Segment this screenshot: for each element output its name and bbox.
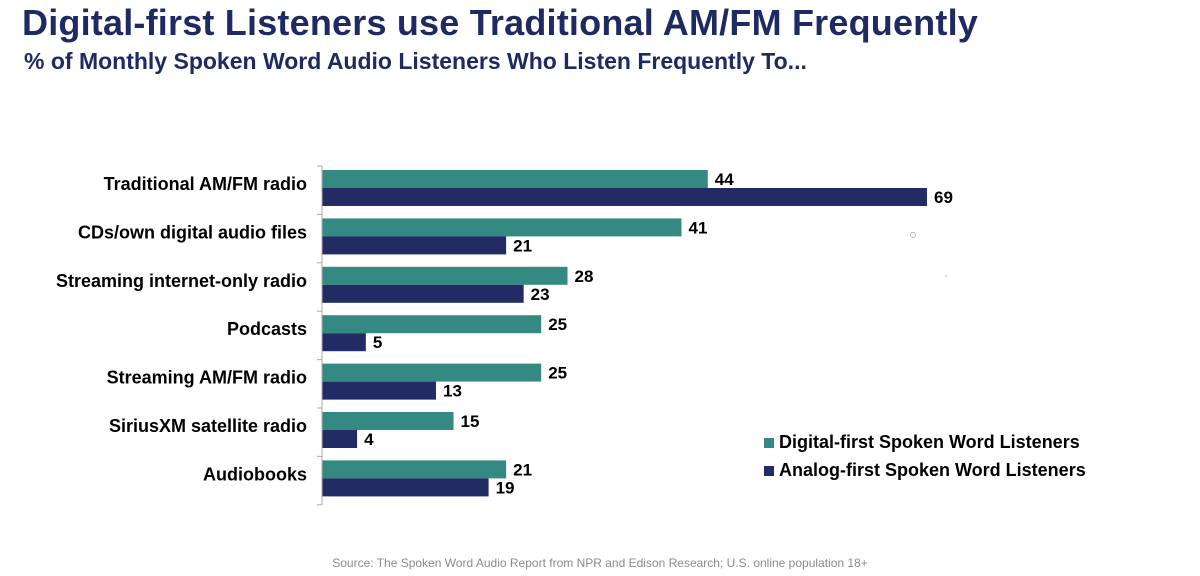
source-note: Source: The Spoken Word Audio Report fro… — [332, 556, 868, 570]
labels-layer: Traditional AM/FM radio 44 69 CDs/own digit… — [56, 170, 953, 497]
bar-analog-audiobooks — [322, 478, 489, 497]
bar-digital-cds-own-digital-audio-files — [322, 218, 682, 237]
legend-label-analog: Analog-first Spoken Word Listeners — [779, 460, 1086, 480]
decorative-dot — [910, 232, 916, 238]
bar-digital-audiobooks — [322, 460, 507, 479]
legend-label-digital: Digital-first Spoken Word Listeners — [779, 432, 1080, 452]
value-label-analog-podcasts: 5 — [373, 333, 382, 352]
bar-analog-traditional-am-fm-radio — [322, 188, 927, 206]
legend-swatch-analog — [764, 466, 774, 476]
bar-analog-cds-own-digital-audio-files — [322, 236, 507, 255]
bar-digital-podcasts — [322, 315, 542, 334]
value-label-analog-cds-own-digital-audio-files: 21 — [513, 236, 532, 255]
bar-analog-streaming-internet-only-radio — [322, 284, 524, 303]
legend-swatch-digital — [764, 438, 774, 448]
value-label-digital-cds-own-digital-audio-files: 41 — [688, 218, 707, 237]
value-label-digital-traditional-am-fm-radio: 44 — [715, 170, 734, 189]
value-label-digital-streaming-am-fm-radio: 25 — [548, 364, 567, 383]
category-label-cds-own-digital-audio-files: CDs/own digital audio files — [78, 222, 307, 242]
legend: Digital-first Spoken Word Listeners Analo… — [764, 432, 1086, 480]
value-label-analog-siriusxm-satellite-radio: 4 — [364, 430, 374, 449]
value-label-analog-traditional-am-fm-radio: 69 — [934, 188, 953, 207]
bar-digital-traditional-am-fm-radio — [322, 170, 708, 188]
bar-digital-streaming-am-fm-radio — [322, 363, 542, 382]
decorative-dot — [945, 275, 947, 277]
axis-layer — [317, 165, 323, 506]
value-label-digital-audiobooks: 21 — [513, 460, 532, 479]
chart-title: Digital-first Listeners use Traditional … — [22, 2, 978, 43]
category-label-podcasts: Podcasts — [227, 319, 307, 339]
chart-subtitle: % of Monthly Spoken Word Audio Listeners… — [24, 48, 807, 74]
category-label-traditional-am-fm-radio: Traditional AM/FM radio — [104, 174, 307, 194]
value-label-digital-podcasts: 25 — [548, 315, 567, 334]
category-label-streaming-internet-only-radio: Streaming internet-only radio — [56, 271, 307, 291]
category-label-streaming-am-fm-radio: Streaming AM/FM radio — [107, 368, 307, 388]
value-label-analog-audiobooks: 19 — [496, 478, 515, 497]
value-label-digital-siriusxm-satellite-radio: 15 — [461, 412, 480, 431]
bar-digital-siriusxm-satellite-radio — [322, 412, 454, 430]
bars-layer — [322, 170, 927, 497]
category-label-siriusxm-satellite-radio: SiriusXM satellite radio — [109, 416, 307, 436]
bar-digital-streaming-internet-only-radio — [322, 266, 568, 285]
value-label-digital-streaming-internet-only-radio: 28 — [575, 267, 594, 286]
bar-analog-streaming-am-fm-radio — [322, 381, 436, 400]
value-label-analog-streaming-am-fm-radio: 13 — [443, 382, 462, 401]
bar-analog-podcasts — [322, 333, 366, 352]
value-label-analog-streaming-internet-only-radio: 23 — [531, 285, 550, 304]
bar-analog-siriusxm-satellite-radio — [322, 430, 358, 448]
category-label-audiobooks: Audiobooks — [203, 464, 307, 484]
